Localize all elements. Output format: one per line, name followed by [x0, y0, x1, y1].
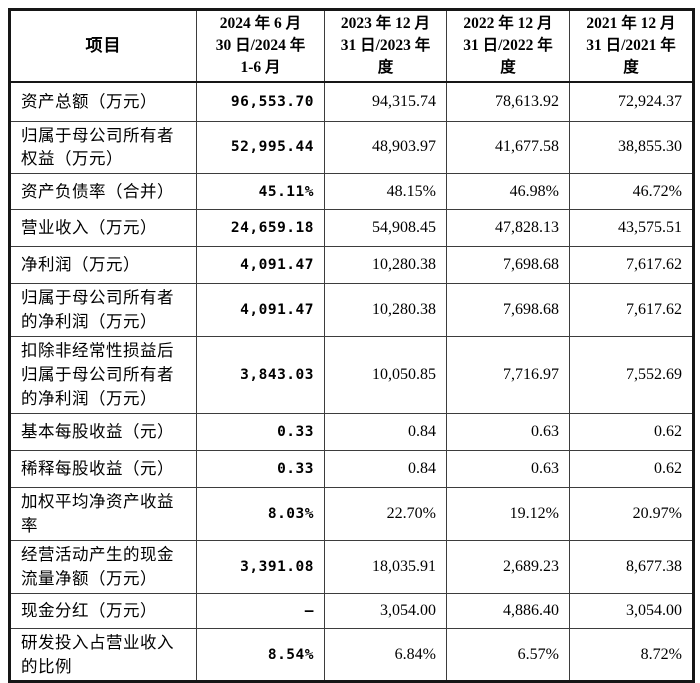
cell-value: 94,315.74 — [324, 81, 447, 122]
table-row: 经营活动产生的现金流量净额（万元） 3,391.08 18,035.91 2,6… — [9, 539, 694, 594]
cell-value: 3,054.00 — [569, 592, 694, 629]
cell-value: 48.15% — [324, 173, 447, 211]
cell-value: 78,613.92 — [446, 81, 570, 122]
cell-value: 0.62 — [569, 449, 694, 488]
table-row: 净利润（万元） 4,091.47 10,280.38 7,698.68 7,61… — [9, 246, 694, 285]
cell-value: 38,855.30 — [569, 120, 694, 175]
cell-value: 0.63 — [446, 412, 570, 451]
cell-value: 8.03% — [196, 486, 325, 541]
table-row: 归属于母公司所有者的净利润（万元） 4,091.47 10,280.38 7,6… — [9, 283, 694, 338]
financial-table: 项目 2024 年 6 月 30 日/2024 年 1-6 月 2023 年 1… — [8, 8, 695, 683]
cell-value: 0.84 — [324, 412, 447, 451]
row-label: 营业收入（万元） — [9, 209, 197, 248]
cell-value: 7,617.62 — [569, 283, 694, 338]
row-label: 研发投入占营业收入的比例 — [9, 627, 197, 683]
cell-value: 7,552.69 — [569, 336, 694, 414]
cell-value: 3,054.00 — [324, 592, 447, 629]
cell-value: 0.62 — [569, 412, 694, 451]
row-label: 资产总额（万元） — [9, 81, 197, 122]
row-label: 资产负债率（合并） — [9, 173, 197, 211]
cell-value: 22.70% — [324, 486, 447, 541]
cell-value: 41,677.58 — [446, 120, 570, 175]
column-header-item: 项目 — [9, 9, 197, 83]
cell-value: 45.11% — [196, 173, 325, 211]
cell-value: 8,677.38 — [569, 539, 694, 594]
cell-value: 0.84 — [324, 449, 447, 488]
cell-value: 4,886.40 — [446, 592, 570, 629]
cell-value: 10,050.85 — [324, 336, 447, 414]
cell-value: 52,995.44 — [196, 120, 325, 175]
cell-value: 0.33 — [196, 449, 325, 488]
row-label: 基本每股收益（元） — [9, 412, 197, 451]
cell-value: 46.72% — [569, 173, 694, 211]
row-label: 扣除非经常性损益后归属于母公司所有者的净利润（万元） — [9, 336, 197, 414]
cell-value: 3,391.08 — [196, 539, 325, 594]
table-row: 加权平均净资产收益率 8.03% 22.70% 19.12% 20.97% — [9, 486, 694, 541]
cell-value: 19.12% — [446, 486, 570, 541]
cell-value: 7,698.68 — [446, 246, 570, 285]
cell-value: 48,903.97 — [324, 120, 447, 175]
cell-value: – — [196, 592, 325, 629]
header-row: 项目 2024 年 6 月 30 日/2024 年 1-6 月 2023 年 1… — [9, 9, 694, 83]
cell-value: 54,908.45 — [324, 209, 447, 248]
cell-value: 72,924.37 — [569, 81, 694, 122]
cell-value: 4,091.47 — [196, 283, 325, 338]
row-label: 经营活动产生的现金流量净额（万元） — [9, 539, 197, 594]
table-row: 研发投入占营业收入的比例 8.54% 6.84% 6.57% 8.72% — [9, 627, 694, 683]
cell-value: 96,553.70 — [196, 81, 325, 122]
cell-value: 3,843.03 — [196, 336, 325, 414]
column-header-2023: 2023 年 12 月 31 日/2023 年 度 — [324, 9, 447, 83]
cell-value: 47,828.13 — [446, 209, 570, 248]
table-row: 扣除非经常性损益后归属于母公司所有者的净利润（万元） 3,843.03 10,0… — [9, 336, 694, 414]
cell-value: 10,280.38 — [324, 246, 447, 285]
cell-value: 4,091.47 — [196, 246, 325, 285]
cell-value: 2,689.23 — [446, 539, 570, 594]
cell-value: 24,659.18 — [196, 209, 325, 248]
cell-value: 10,280.38 — [324, 283, 447, 338]
cell-value: 8.54% — [196, 627, 325, 683]
row-label: 加权平均净资产收益率 — [9, 486, 197, 541]
table-row: 现金分红（万元） – 3,054.00 4,886.40 3,054.00 — [9, 592, 694, 629]
cell-value: 6.84% — [324, 627, 447, 683]
table-row: 资产负债率（合并） 45.11% 48.15% 46.98% 46.72% — [9, 173, 694, 211]
row-label: 净利润（万元） — [9, 246, 197, 285]
cell-value: 7,617.62 — [569, 246, 694, 285]
cell-value: 7,716.97 — [446, 336, 570, 414]
row-label: 归属于母公司所有者权益（万元） — [9, 120, 197, 175]
cell-value: 43,575.51 — [569, 209, 694, 248]
cell-value: 8.72% — [569, 627, 694, 683]
cell-value: 46.98% — [446, 173, 570, 211]
cell-value: 0.33 — [196, 412, 325, 451]
cell-value: 20.97% — [569, 486, 694, 541]
row-label: 归属于母公司所有者的净利润（万元） — [9, 283, 197, 338]
cell-value: 18,035.91 — [324, 539, 447, 594]
row-label: 稀释每股收益（元） — [9, 449, 197, 488]
table-row: 资产总额（万元） 96,553.70 94,315.74 78,613.92 7… — [9, 81, 694, 122]
row-label: 现金分红（万元） — [9, 592, 197, 629]
column-header-2021: 2021 年 12 月 31 日/2021 年 度 — [569, 9, 694, 83]
cell-value: 0.63 — [446, 449, 570, 488]
financial-summary-table: 项目 2024 年 6 月 30 日/2024 年 1-6 月 2023 年 1… — [8, 8, 695, 683]
table-row: 稀释每股收益（元） 0.33 0.84 0.63 0.62 — [9, 449, 694, 488]
column-header-2022: 2022 年 12 月 31 日/2022 年 度 — [446, 9, 570, 83]
column-header-2024h1: 2024 年 6 月 30 日/2024 年 1-6 月 — [196, 9, 325, 83]
table-row: 归属于母公司所有者权益（万元） 52,995.44 48,903.97 41,6… — [9, 120, 694, 175]
cell-value: 7,698.68 — [446, 283, 570, 338]
table-row: 基本每股收益（元） 0.33 0.84 0.63 0.62 — [9, 412, 694, 451]
cell-value: 6.57% — [446, 627, 570, 683]
table-row: 营业收入（万元） 24,659.18 54,908.45 47,828.13 4… — [9, 209, 694, 248]
